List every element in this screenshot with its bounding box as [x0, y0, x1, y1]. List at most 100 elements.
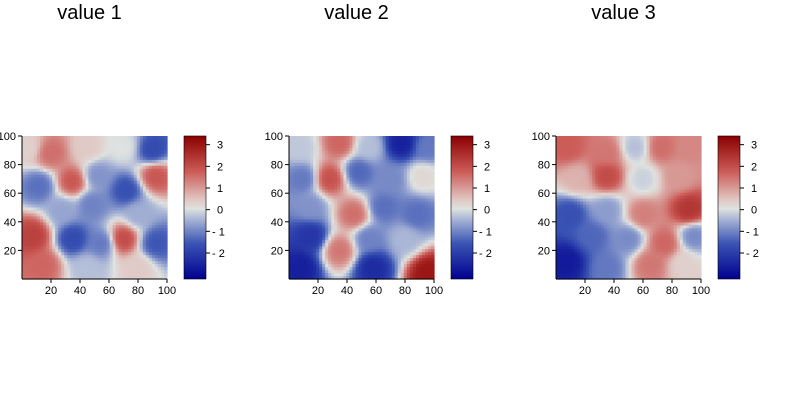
heatmap-cell — [76, 201, 80, 206]
heatmap-cell — [574, 168, 578, 173]
heatmap-cell — [154, 198, 159, 203]
heatmap-cell — [124, 267, 129, 271]
heatmap-cell — [49, 237, 53, 241]
heatmap-cell — [148, 243, 153, 247]
heatmap-cell — [373, 264, 378, 268]
heatmap-cell — [76, 237, 80, 241]
heatmap-cell — [562, 276, 566, 280]
heatmap-cell — [343, 159, 347, 164]
heatmap-cell — [85, 136, 90, 140]
heatmap-cell — [289, 192, 293, 197]
heatmap-cell — [52, 150, 56, 155]
heatmap-cell — [85, 168, 90, 173]
heatmap-cell — [316, 252, 320, 256]
heatmap-cell — [298, 198, 302, 203]
heatmap-cell — [43, 261, 47, 265]
heatmap-cell — [346, 210, 351, 215]
heatmap-cell — [418, 186, 423, 191]
heatmap-cell — [310, 186, 314, 191]
heatmap-cell — [22, 192, 26, 197]
heatmap-cell — [370, 183, 375, 188]
heatmap-cell — [67, 240, 71, 244]
heatmap-cell — [109, 270, 114, 274]
heatmap-cell — [55, 255, 59, 259]
heatmap-cell — [43, 195, 47, 200]
heatmap-cell — [127, 231, 132, 235]
heatmap-cell — [31, 225, 35, 229]
heatmap-cell — [358, 255, 363, 259]
heatmap-cell — [58, 276, 62, 280]
heatmap-cell — [361, 138, 366, 143]
heatmap-cell — [382, 171, 387, 176]
heatmap-cell — [385, 180, 390, 185]
heatmap-cell — [37, 141, 41, 146]
heatmap-cell — [379, 228, 384, 232]
heatmap-cell — [94, 141, 99, 146]
heatmap-cell — [568, 270, 572, 274]
heatmap-cell — [415, 138, 420, 143]
heatmap-cell — [376, 153, 381, 158]
heatmap-cell — [88, 213, 93, 218]
heatmap-cell — [322, 183, 326, 188]
heatmap-cell — [34, 222, 38, 226]
heatmap-cell — [49, 153, 53, 158]
heatmap-cell — [64, 136, 68, 140]
heatmap-cell — [85, 141, 90, 146]
heatmap-cell — [574, 147, 578, 152]
heatmap-cell — [328, 177, 332, 182]
heatmap-cell — [112, 192, 117, 197]
heatmap-cell — [574, 159, 578, 164]
heatmap-cell — [73, 267, 77, 271]
heatmap-cell — [40, 240, 44, 244]
heatmap-cell — [328, 207, 332, 212]
heatmap-cell — [160, 276, 165, 280]
heatmap-cell — [64, 180, 68, 185]
heatmap-cell — [106, 192, 111, 197]
heatmap-cell — [418, 136, 423, 140]
heatmap-cell — [61, 207, 65, 212]
heatmap-cell — [292, 201, 296, 206]
heatmap-cell — [112, 231, 117, 235]
heatmap-cell — [304, 228, 308, 232]
heatmap-cell — [133, 225, 138, 229]
heatmap-cell — [394, 207, 399, 212]
heatmap-cell — [556, 195, 560, 200]
heatmap-cell — [400, 234, 405, 238]
heatmap-cell — [73, 249, 77, 253]
heatmap-cell — [427, 192, 432, 197]
heatmap-cell — [40, 237, 44, 241]
heatmap-cell — [400, 177, 405, 182]
heatmap-cell — [412, 165, 417, 170]
heatmap-cell — [397, 183, 402, 188]
heatmap-cell — [97, 174, 102, 179]
heatmap-cell — [55, 264, 59, 268]
heatmap-cell — [145, 150, 150, 155]
heatmap-cell — [154, 255, 159, 259]
heatmap-cell — [568, 210, 572, 215]
heatmap-cell — [103, 234, 108, 238]
heatmap-cell — [364, 264, 369, 268]
heatmap-cell — [379, 216, 384, 221]
heatmap-cell — [430, 270, 435, 274]
heatmap-cell — [379, 276, 384, 280]
heatmap-cell — [295, 264, 299, 268]
heatmap-cell — [337, 204, 341, 209]
heatmap-cell — [67, 165, 71, 170]
heatmap-cell — [97, 216, 102, 221]
heatmap-cell — [121, 234, 126, 238]
heatmap-cell — [37, 240, 41, 244]
heatmap-cell — [391, 180, 396, 185]
heatmap-cell — [109, 225, 114, 229]
heatmap-cell — [118, 201, 123, 206]
heatmap-cell — [121, 153, 126, 158]
heatmap-cell — [88, 261, 93, 265]
heatmap-cell — [355, 240, 360, 244]
heatmap-cell — [292, 207, 296, 212]
heatmap-cell — [22, 264, 26, 268]
heatmap-cell — [421, 228, 426, 232]
heatmap-cell — [319, 147, 323, 152]
heatmap-cell — [295, 168, 299, 173]
heatmap-cell — [337, 222, 341, 226]
heatmap-cell — [25, 270, 29, 274]
heatmap-cell — [31, 204, 35, 209]
